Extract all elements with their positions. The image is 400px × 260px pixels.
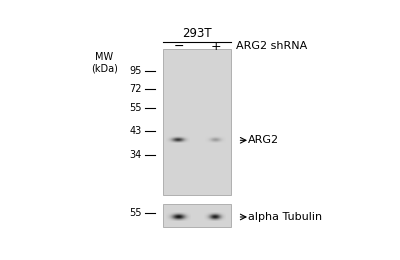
Text: 34: 34 <box>129 150 142 160</box>
Text: 55: 55 <box>129 103 142 113</box>
Text: 95: 95 <box>129 66 142 76</box>
Text: 72: 72 <box>129 84 142 94</box>
Text: alpha Tubulin: alpha Tubulin <box>248 212 322 222</box>
Text: +: + <box>210 40 221 53</box>
Text: ARG2: ARG2 <box>248 135 280 145</box>
Text: −: − <box>174 40 184 53</box>
Text: ARG2 shRNA: ARG2 shRNA <box>236 41 307 51</box>
FancyBboxPatch shape <box>163 204 231 228</box>
FancyBboxPatch shape <box>163 49 231 195</box>
Text: MW
(kDa): MW (kDa) <box>91 52 118 74</box>
Text: 55: 55 <box>129 208 142 218</box>
Text: 43: 43 <box>129 126 142 136</box>
Text: 293T: 293T <box>182 27 212 40</box>
